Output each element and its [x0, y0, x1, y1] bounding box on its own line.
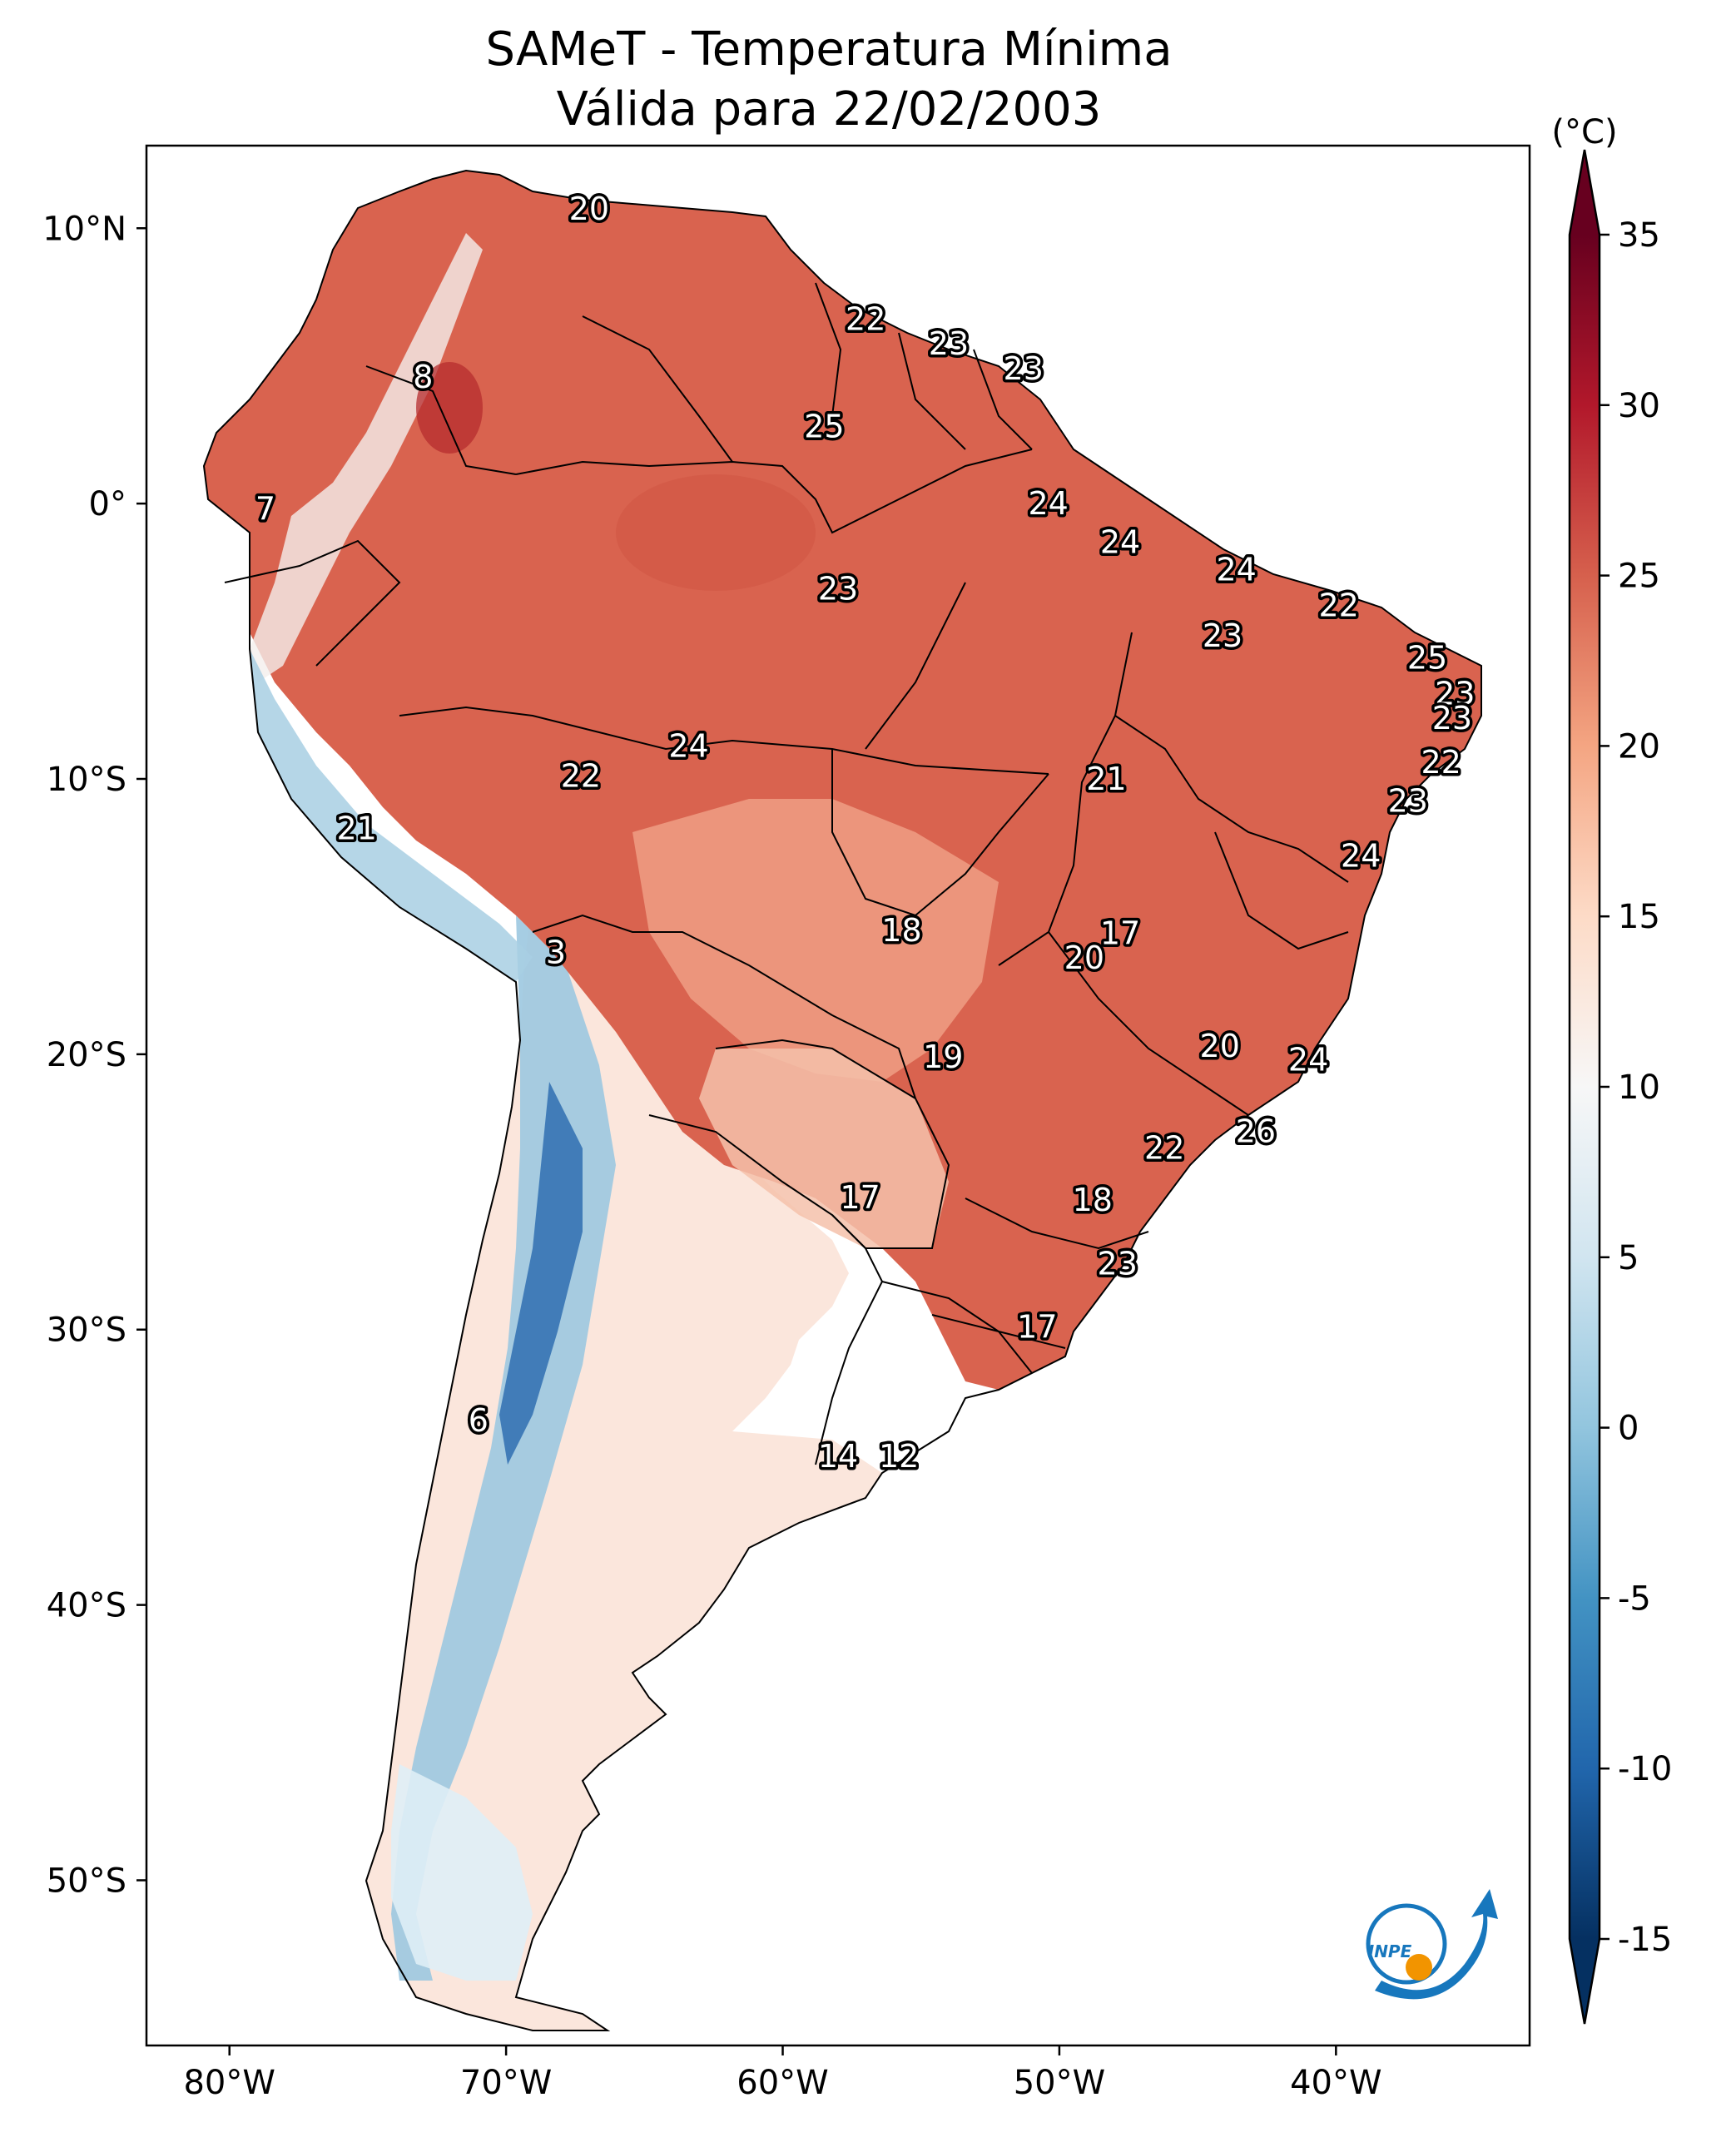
- temperature-label: 23: [1435, 675, 1475, 712]
- andes-coldest-core: [499, 1082, 583, 1465]
- temperature-label: 17: [840, 1179, 880, 1216]
- colorbar-tick-label: 0: [1618, 1410, 1639, 1448]
- hotspot-colombia: [416, 362, 483, 454]
- temperature-label: 23: [929, 325, 969, 362]
- temperature-label: 26: [1236, 1113, 1276, 1150]
- temperature-label: 23: [1098, 1245, 1138, 1282]
- temperature-label: 18: [881, 912, 921, 949]
- colorbar-tick-label: 15: [1618, 898, 1660, 936]
- temperature-label: 20: [1200, 1028, 1240, 1064]
- temperature-label: 22: [561, 758, 601, 795]
- north-andes-cool: [250, 233, 483, 682]
- logo-ring: [1366, 1903, 1447, 1985]
- temperature-label: 23: [1388, 782, 1428, 819]
- lat-tick-label: 30°S: [47, 1312, 126, 1350]
- lon-tick-label: 70°W: [460, 2064, 552, 2102]
- temperature-label: 14: [818, 1438, 858, 1475]
- land-north: [204, 171, 1481, 1390]
- temperature-label: 7: [255, 491, 275, 528]
- lat-tick-label: 50°S: [47, 1862, 126, 1900]
- colorbar-tick-label: 30: [1618, 387, 1660, 425]
- temperature-label: 25: [1407, 639, 1447, 676]
- logo-swoosh: [1375, 1889, 1498, 2000]
- temperature-label: 22: [846, 300, 885, 337]
- temperature-label: 23: [1432, 700, 1472, 736]
- colorbar-tick-label: 5: [1618, 1239, 1639, 1277]
- colorbar-tick-label: -10: [1618, 1750, 1672, 1788]
- temperature-label: 6: [469, 1402, 489, 1439]
- temperature-label: 21: [336, 811, 376, 847]
- temperature-label: 12: [879, 1438, 919, 1475]
- temperature-label: 17: [1100, 915, 1140, 951]
- colorbar-unit: (°C): [1551, 113, 1617, 151]
- colorbar-top-extend: [1570, 150, 1600, 235]
- central-brazil-cooler: [632, 799, 999, 1082]
- colorbar-tick-label: 35: [1618, 216, 1660, 255]
- temperature-label: 3: [546, 934, 566, 970]
- temperature-label: 20: [569, 191, 609, 227]
- lon-tick-label: 40°W: [1290, 2064, 1381, 2102]
- map-title-line2: Válida para 22/02/2003: [557, 82, 1102, 136]
- temperature-label: 21: [1086, 761, 1126, 797]
- temperature-label: 24: [668, 727, 708, 764]
- lon-tick-label: 50°W: [1014, 2064, 1105, 2102]
- lat-tick-label: 40°S: [47, 1587, 126, 1625]
- logo-orange-dot: [1406, 1954, 1432, 1981]
- lat-tick-label: 10°N: [42, 210, 126, 248]
- lon-tick-label: 60°W: [737, 2064, 828, 2102]
- colorbar-tick-label: 25: [1618, 558, 1660, 596]
- temperature-label: 24: [1216, 552, 1256, 588]
- temperature-label: 17: [1017, 1308, 1057, 1345]
- map-title-line1: SAMeT - Temperatura Mínima: [485, 22, 1172, 77]
- colorbar-bottom-extend: [1570, 1939, 1600, 2024]
- colorbar-gradient: [1570, 235, 1600, 1939]
- temperature-label: 24: [1341, 838, 1381, 875]
- temperature-label: 23: [818, 571, 858, 607]
- colorbar-tick-label: -5: [1618, 1579, 1651, 1618]
- chaco-cooler: [699, 1049, 949, 1248]
- temperature-label: 25: [804, 408, 844, 444]
- lon-tick-label: 80°W: [183, 2064, 275, 2102]
- hotspot-amazon: [616, 474, 816, 591]
- peru-andes-cold: [250, 649, 533, 982]
- colorbar: (°C) 35 30 25 20 15 10 5 0 -5 -10 -15: [1551, 113, 1672, 2025]
- temperature-label: 22: [1421, 744, 1461, 781]
- lat-tick-label: 10°S: [47, 761, 126, 799]
- colorbar-ticks: 35 30 25 20 15 10 5 0 -5 -10 -15: [1600, 216, 1672, 1959]
- patagonia-cool: [391, 1764, 533, 1981]
- map-frame: [145, 144, 1531, 2047]
- temperature-label: 18: [1073, 1182, 1113, 1218]
- temperature-label: 8: [413, 359, 433, 395]
- temperature-label: 24: [1028, 485, 1068, 522]
- temperature-label: 22: [1318, 588, 1358, 624]
- latitude-axis: 10°N 0° 10°S 20°S 30°S 40°S 50°S: [42, 210, 146, 1900]
- lat-tick-label: 0°: [89, 485, 126, 523]
- temperature-label: 24: [1288, 1041, 1328, 1078]
- temperature-label: 23: [1203, 617, 1242, 654]
- map-area: [146, 146, 1530, 2045]
- temperature-label: 20: [1064, 940, 1104, 976]
- lat-tick-label: 20°S: [47, 1036, 126, 1074]
- longitude-axis: 80°W 70°W 60°W 50°W 40°W: [183, 2045, 1382, 2102]
- temperature-label: 22: [1144, 1129, 1184, 1166]
- temperature-label: 24: [1100, 523, 1140, 560]
- country-borders: [202, 169, 1482, 2031]
- temperature-label: 23: [1004, 350, 1044, 387]
- inpe-logo: INPE: [1366, 1889, 1498, 2000]
- logo-text: INPE: [1368, 1941, 1412, 1961]
- colorbar-tick-label: 10: [1618, 1069, 1660, 1107]
- colorbar-tick-label: -15: [1618, 1921, 1672, 1959]
- temperature-label: 19: [923, 1039, 963, 1075]
- colorbar-tick-label: 20: [1618, 727, 1660, 766]
